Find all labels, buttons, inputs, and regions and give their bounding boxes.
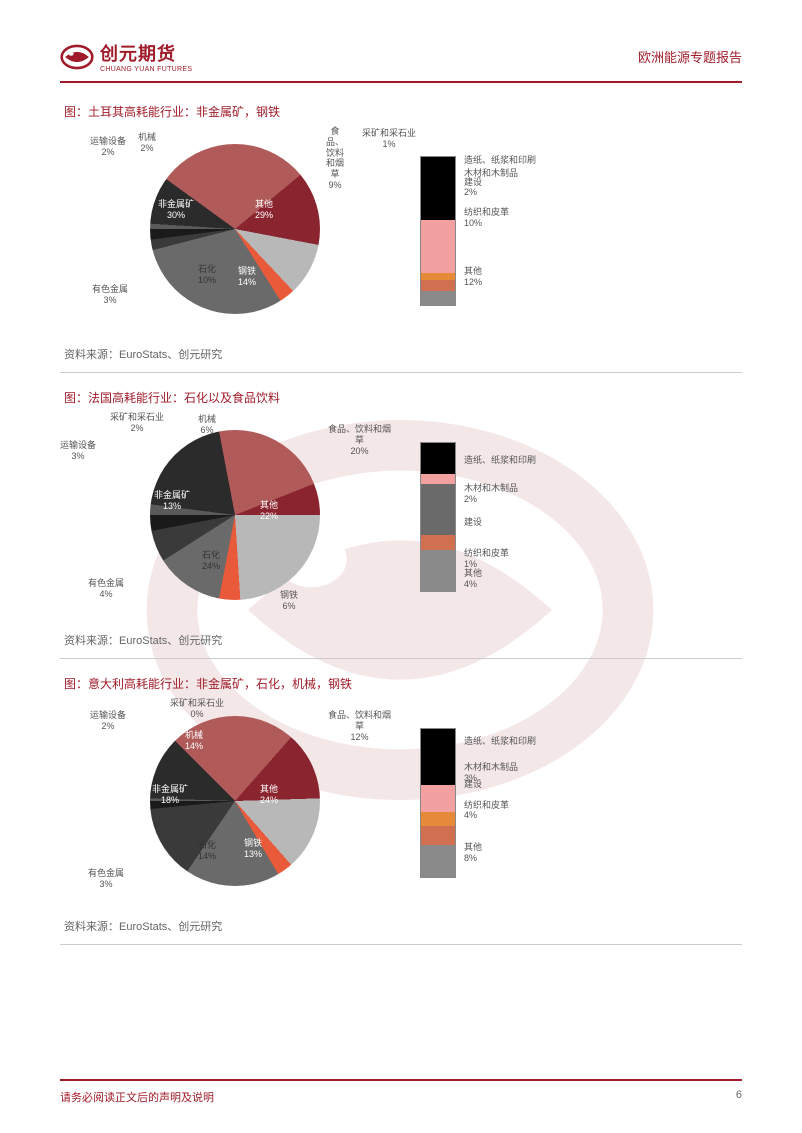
bar-segment-label: 造纸、纸浆和印刷 — [464, 736, 536, 747]
chart-section: 图：意大利高耗能行业：非金属矿，石化，机械，钢铁运输设备 2% 采矿和采石业 0%… — [60, 675, 742, 945]
page-footer: 请务必阅读正文后的声明及说明 6 — [60, 1079, 742, 1105]
bar-segment — [421, 273, 455, 280]
bar-segment-label: 其他 4% — [464, 568, 482, 590]
charts-container: 图：土耳其高耗能行业：非金属矿，钢铁运输设备 2% 机械 2% 食 品、 饮料 和烟… — [60, 103, 742, 945]
bar-segment — [421, 845, 455, 877]
footer-page-number: 6 — [736, 1089, 742, 1105]
chart-section: 图：法国高耗能行业：石化以及食品饮料采矿和采石业 2% 机械 6% 运输设备 3% 食… — [60, 389, 742, 659]
page-header: 创元期货 CHUANG YUAN FUTURES 欧洲能源专题报告 — [60, 40, 742, 83]
logo: 创元期货 CHUANG YUAN FUTURES — [60, 40, 192, 73]
report-title: 欧洲能源专题报告 — [638, 47, 742, 66]
bar-segment-label: 纺织和皮革 10% — [464, 207, 509, 229]
bar-stack — [420, 442, 456, 592]
bar-segment — [421, 550, 455, 591]
pie-outer-label: 有色金属 4% — [88, 578, 124, 600]
pie-inner-label: 非金属矿 18% — [152, 784, 188, 806]
chart-title: 图：法国高耗能行业：石化以及食品饮料 — [60, 389, 742, 406]
bar-segment-label: 造纸、纸浆和印刷 — [464, 155, 536, 166]
pie-outer-label: 食 品、 饮料 和烟 草 9% — [326, 126, 344, 191]
bar-segment-label: 纺织和皮革 4% — [464, 800, 509, 822]
bar-segment-label: 建设 2% — [464, 177, 482, 199]
pie-outer-label: 钢铁 6% — [280, 590, 298, 612]
logo-text-cn: 创元期货 — [100, 40, 192, 66]
chart-source: 资料来源：EuroStats、创元研究 — [60, 632, 742, 659]
pie-inner-label: 非金属矿 13% — [154, 490, 190, 512]
chart-title: 图：土耳其高耗能行业：非金属矿，钢铁 — [60, 103, 742, 120]
stacked-bar: 造纸、纸浆和印刷木材和木制品 3%建设纺织和皮革 4%其他 8% — [420, 728, 620, 878]
pie-outer-label: 采矿和采石业 2% — [110, 412, 164, 434]
pie-outer-label: 运输设备 3% — [60, 440, 96, 462]
bar-segment — [421, 729, 455, 785]
bar-segment — [421, 157, 455, 220]
pie-outer-label: 运输设备 2% — [90, 136, 126, 158]
pie-inner-label: 其他 29% — [255, 199, 273, 221]
pie-inner-label: 钢铁 14% — [238, 266, 256, 288]
bar-segment — [421, 826, 455, 845]
pie-outer-label: 食品、饮料和烟 草 20% — [328, 424, 391, 456]
pie-chart: 运输设备 2%机械 2%食 品、 饮料 和烟 草 9%采矿和采石业 1%有色金属… — [150, 144, 320, 314]
pie-outer-label: 有色金属 3% — [92, 284, 128, 306]
pie-disc — [150, 430, 320, 600]
stacked-bar: 造纸、纸浆和印刷木材和木制品 2% 建设纺织和皮革 1%其他 4% — [420, 442, 620, 592]
pie-inner-label: 石化 24% — [202, 550, 220, 572]
pie-chart: 采矿和采石业 2%机械 6%运输设备 3%食品、饮料和烟 草 20%有色金属 4… — [150, 430, 320, 600]
bar-segment-label: 其他 8% — [464, 842, 482, 864]
pie-inner-label: 机械 14% — [185, 730, 203, 752]
pie-inner-label: 其他 24% — [260, 784, 278, 806]
pie-outer-label: 采矿和采石业 1% — [362, 128, 416, 150]
bar-segment — [421, 291, 455, 305]
chart-source: 资料来源：EuroStats、创元研究 — [60, 918, 742, 945]
pie-outer-label: 运输设备 2% — [90, 710, 126, 732]
bar-stack — [420, 156, 456, 306]
report-page: 创元期货 CHUANG YUAN FUTURES 欧洲能源专题报告 图：土耳其高… — [0, 0, 802, 1133]
pie-disc — [150, 144, 320, 314]
logo-icon — [60, 43, 94, 71]
pie-inner-label: 石化 10% — [198, 264, 216, 286]
pie-chart: 运输设备 2%采矿和采石业 0%食品、饮料和烟 草 12%有色金属 3%机械 1… — [150, 716, 320, 886]
logo-text-en: CHUANG YUAN FUTURES — [100, 66, 192, 73]
stacked-bar: 造纸、纸浆和印刷木材和木制品建设 2%纺织和皮革 10%其他 12% — [420, 156, 620, 306]
bar-segment-label: 木材和木制品 2% — [464, 483, 518, 505]
pie-inner-label: 其他 22% — [260, 500, 278, 522]
pie-outer-label: 机械 6% — [198, 414, 216, 436]
bar-segment-label: 建设 — [464, 779, 482, 790]
bar-segment — [421, 812, 455, 826]
chart-body: 采矿和采石业 2% 机械 6% 运输设备 3% 食品、饮料和烟 草 20% 有色金属 4… — [60, 412, 742, 622]
pie-outer-label: 食品、饮料和烟 草 12% — [328, 710, 391, 742]
pie-inner-label: 非金属矿 30% — [158, 199, 194, 221]
bar-segment — [421, 280, 455, 291]
bar-segment — [421, 474, 455, 484]
bar-segment-label: 纺织和皮革 1% — [464, 548, 509, 570]
bar-segment-label: 建设 — [464, 517, 482, 528]
bar-segment — [421, 484, 455, 535]
pie-inner-label: 石化 14% — [198, 840, 216, 862]
bar-segment-label: 造纸、纸浆和印刷 — [464, 455, 536, 466]
bar-segment — [421, 443, 455, 474]
pie-outer-label: 机械 2% — [138, 132, 156, 154]
pie-outer-label: 有色金属 3% — [88, 868, 124, 890]
bar-segment — [421, 535, 455, 550]
bar-segment — [421, 220, 455, 273]
chart-source: 资料来源：EuroStats、创元研究 — [60, 346, 742, 373]
bar-segment-label: 其他 12% — [464, 266, 482, 288]
pie-outer-label: 采矿和采石业 0% — [170, 698, 224, 720]
pie-inner-label: 钢铁 13% — [244, 838, 262, 860]
chart-title: 图：意大利高耗能行业：非金属矿，石化，机械，钢铁 — [60, 675, 742, 692]
bar-segment — [421, 785, 455, 813]
bar-stack — [420, 728, 456, 878]
footer-disclaimer: 请务必阅读正文后的声明及说明 — [60, 1089, 214, 1105]
chart-body: 运输设备 2% 机械 2% 食 品、 饮料 和烟 草 9% 采矿和采石业 1% 有色金属… — [60, 126, 742, 336]
chart-section: 图：土耳其高耗能行业：非金属矿，钢铁运输设备 2% 机械 2% 食 品、 饮料 和烟… — [60, 103, 742, 373]
chart-body: 运输设备 2% 采矿和采石业 0% 食品、饮料和烟 草 12% 有色金属 3% 机械 1… — [60, 698, 742, 908]
